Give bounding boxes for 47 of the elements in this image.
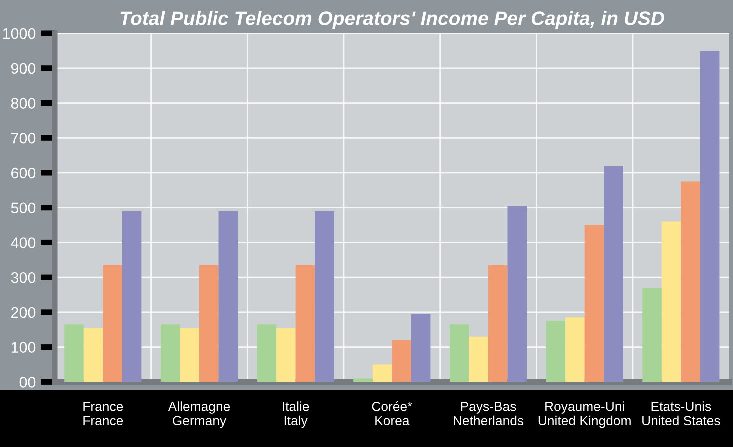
chart-title: Total Public Telecom Operators' Income Per Capita, in USD [120,11,664,30]
y-tick-label: 400 [11,238,36,248]
bar [566,318,585,382]
bar [103,265,122,382]
bar [411,314,431,382]
y-tick-label: 100 [12,342,36,354]
x-tick-label: Etats-Unis United States [642,402,720,426]
y-tick-label: 300 [11,272,36,284]
bar [218,211,238,382]
y-tick-label: 900 [11,63,36,74]
y-tick-label: 200 [12,307,36,318]
bar [469,336,488,382]
y-tick-label: 800 [11,98,36,109]
y-tick-label: 500 [11,202,36,214]
bar [681,182,700,382]
x-tick-label: France France [84,402,124,426]
bar [450,324,470,382]
bar [296,265,316,382]
bar [662,222,682,382]
bar [354,378,373,382]
bar [276,328,296,382]
bar [257,324,277,382]
bar [392,340,412,382]
bar [315,211,334,382]
bar [508,206,528,382]
bar [488,265,508,382]
y-tick-label: 600 [12,168,36,179]
bar [604,166,624,382]
y-tick-label: 700 [12,132,36,144]
bar [160,324,180,382]
y-tick-label: 1000 [3,28,36,40]
bar [180,328,200,382]
x-tick-label: Italie Italy [283,402,310,428]
bar [122,211,142,382]
bar [700,50,720,382]
y-tick-label: 00 [20,377,36,388]
bar [546,321,566,382]
x-tick-label: Allemagne Germany [168,402,230,428]
x-tick-label: Pays-Bas Netherlands [454,402,524,426]
bar [84,328,104,382]
bar [642,288,662,382]
bar [199,265,219,382]
x-tick-label: Royaume-Uni United Kingdom [538,402,631,428]
bar [584,225,604,382]
bar [64,324,84,382]
bar [372,364,392,382]
x-tick-label: Corée* Korea [372,401,412,426]
